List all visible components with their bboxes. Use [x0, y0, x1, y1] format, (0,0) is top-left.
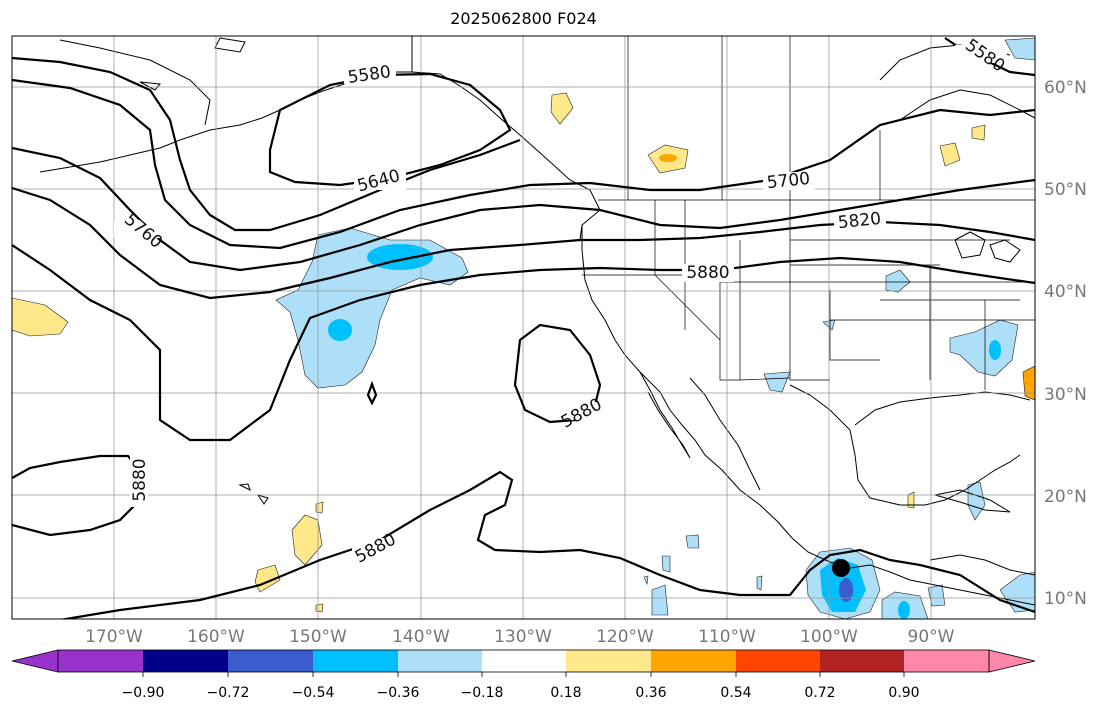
positive-anomaly-area	[550, 92, 574, 125]
lat-label: 60°N	[1044, 78, 1087, 98]
positive-anomaly-area	[315, 603, 324, 613]
colorbar-tick-label: 0.36	[635, 685, 666, 701]
negative-anomaly-area	[949, 319, 1019, 377]
colorbar-segment	[482, 650, 566, 672]
lon-label: 120°W	[596, 627, 654, 647]
colorbar-tick-label: 0.54	[720, 685, 751, 701]
colorbar-segment	[58, 650, 143, 672]
colorbar-tick-label: −0.72	[207, 685, 250, 701]
negative-anomaly-core	[898, 601, 910, 619]
colorbar-segment	[904, 650, 989, 672]
lon-label: 140°W	[392, 627, 450, 647]
positive-anomaly-area	[939, 142, 961, 167]
lon-label: 90°W	[908, 627, 955, 647]
colorbar-segment	[736, 650, 820, 672]
colorbar-segment	[313, 650, 398, 672]
positive-anomaly-area	[907, 491, 915, 509]
negative-anomaly-area	[275, 227, 469, 389]
lon-label: 110°W	[698, 627, 756, 647]
positive-anomaly-area	[1022, 365, 1035, 401]
colorbar-tick-label: −0.18	[461, 685, 504, 701]
lon-label: 130°W	[494, 627, 552, 647]
lat-label: 50°N	[1044, 180, 1087, 200]
negative-anomaly-area	[1004, 37, 1035, 61]
lat-label: 40°N	[1044, 282, 1087, 302]
map-title: 2025062800 F024	[450, 9, 597, 28]
negative-anomaly-core	[328, 319, 352, 341]
colorbar-tick-label: −0.90	[122, 685, 165, 701]
lon-label: 170°W	[85, 627, 143, 647]
colorbar-tick-label: 0.72	[804, 685, 835, 701]
negative-anomaly-area	[967, 481, 986, 521]
contour-5820	[12, 244, 1035, 442]
colorbar: −0.90 −0.72 −0.54 −0.36 −0.18 0.18 0.36 …	[11, 649, 1036, 701]
contour-label: 5880	[130, 458, 150, 501]
negative-anomaly-area	[756, 575, 763, 591]
colorbar-segment	[820, 650, 904, 672]
lat-label: 10°N	[1044, 589, 1087, 609]
contour-label: 5700	[766, 169, 811, 193]
positive-anomaly-core	[659, 154, 677, 162]
lon-label: 100°W	[800, 627, 858, 647]
positive-anomaly-area	[291, 514, 323, 566]
positive-anomaly-area	[315, 501, 324, 514]
colorbar-tick-label: 0.90	[888, 685, 919, 701]
lat-label: 30°N	[1044, 385, 1087, 405]
lon-label: 150°W	[289, 627, 347, 647]
negative-anomaly-area	[763, 371, 791, 393]
colorbar-extend-max	[988, 649, 1036, 673]
contour-labels: 5580 5640 5700 5760 5820 5880 5880 5880 …	[114, 36, 1008, 568]
contour-5700	[12, 146, 1035, 272]
contour-5640	[12, 56, 521, 232]
map-background	[12, 36, 1035, 619]
lat-label: 20°N	[1044, 487, 1087, 507]
contour-5880-south	[59, 470, 1035, 619]
positive-anomaly-area	[971, 124, 986, 141]
colorbar-segment	[228, 650, 313, 672]
negative-anomaly-core	[989, 340, 1001, 360]
colorbar-segment	[143, 650, 228, 672]
colorbar-segment	[398, 650, 482, 672]
contour-small	[366, 380, 378, 406]
positive-anomaly-area	[12, 297, 69, 337]
negative-anomaly-area	[685, 534, 700, 549]
colorbar-frame	[57, 649, 990, 673]
colorbar-tick-label: 0.18	[550, 685, 581, 701]
lon-label: 160°W	[187, 627, 245, 647]
storm-center-marker	[832, 559, 850, 577]
contour-5640b	[12, 78, 1035, 250]
negative-anomaly-area	[661, 555, 671, 573]
negative-anomaly-area	[643, 575, 649, 586]
latitude-labels: 10°N 20°N 30°N 40°N 50°N 60°N	[1044, 78, 1087, 609]
negative-anomaly-core	[839, 578, 853, 602]
colorbar-segment	[566, 650, 651, 672]
colorbar-tick-label: −0.36	[377, 685, 420, 701]
negative-anomaly-area	[885, 269, 911, 293]
map-frame	[11, 35, 1036, 620]
contour-label: 5820	[837, 209, 882, 233]
negative-anomaly-area	[651, 584, 669, 616]
contour-label: 5880	[686, 263, 729, 283]
colorbar-extend-min	[11, 649, 59, 673]
colorbar-tick-label: −0.54	[292, 685, 335, 701]
longitude-labels: 170°W 160°W 150°W 140°W 130°W 120°W 110°…	[85, 627, 955, 647]
colorbar-segment	[651, 650, 736, 672]
